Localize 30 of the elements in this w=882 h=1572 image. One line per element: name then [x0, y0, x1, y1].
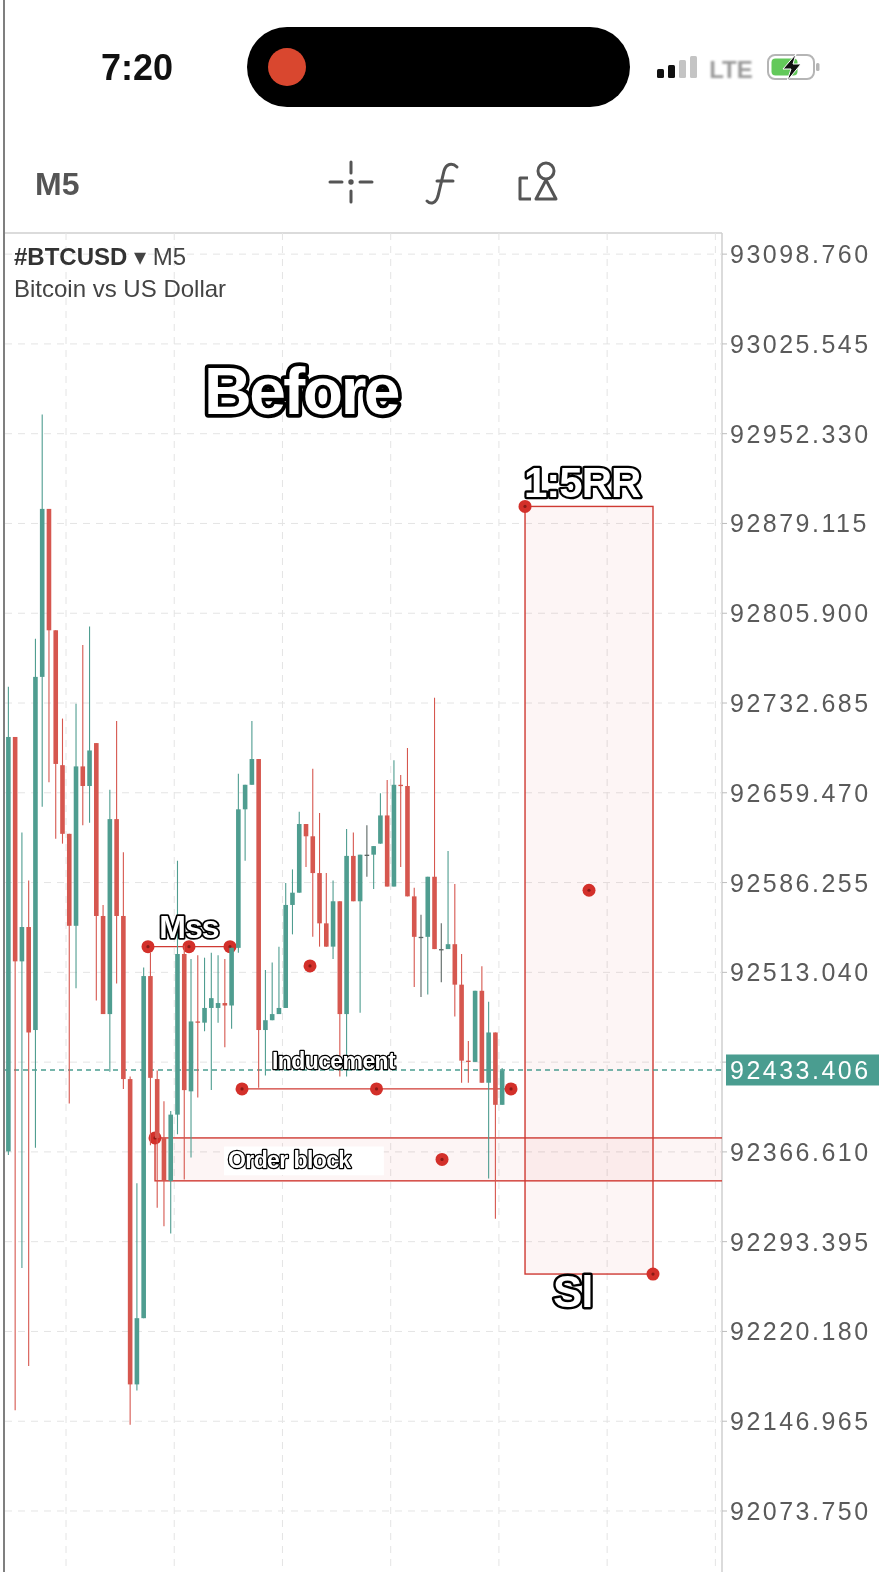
y-tick-label: 92952.330	[730, 419, 871, 448]
annotation: #BTCUSD ▾ M5	[14, 243, 187, 270]
y-tick-label: 92586.255	[730, 868, 871, 897]
text: M5	[35, 166, 80, 202]
candlestick	[371, 845, 376, 890]
y-tick-label: 92073.750	[730, 1497, 871, 1525]
y-tick-label: 92513.040	[730, 958, 871, 987]
y-tick-label: 93098.760	[730, 240, 871, 269]
y-tick-label: 92732.685	[730, 689, 871, 718]
annotation: Sl	[553, 1267, 593, 1317]
candlestick	[80, 644, 86, 826]
y-tick-label: 93025.545	[730, 329, 871, 358]
ref-line-label: 92433.406	[730, 1055, 871, 1084]
text: Bitcoin vs US Dollar	[14, 275, 227, 302]
y-tick-label: 92146.965	[730, 1407, 871, 1436]
candlestick	[290, 868, 295, 935]
y-tick-label: 92659.470	[730, 778, 871, 807]
candlestick	[222, 958, 228, 1048]
text: 7:20	[100, 47, 174, 88]
y-tick-label: 92220.180	[730, 1317, 871, 1346]
band-label: Order block	[228, 1147, 352, 1174]
y-tick-label: 92366.610	[730, 1137, 871, 1166]
y-tick-label: 92805.900	[730, 599, 871, 628]
candlestick	[202, 957, 207, 1032]
candlestick	[324, 872, 329, 948]
band-label: 1:5RR	[524, 459, 642, 507]
y-tick-label: 92879.115	[730, 509, 869, 538]
y-tick-label: 92293.395	[730, 1227, 871, 1256]
text: LTE	[709, 56, 753, 83]
candlestick	[195, 954, 201, 1099]
